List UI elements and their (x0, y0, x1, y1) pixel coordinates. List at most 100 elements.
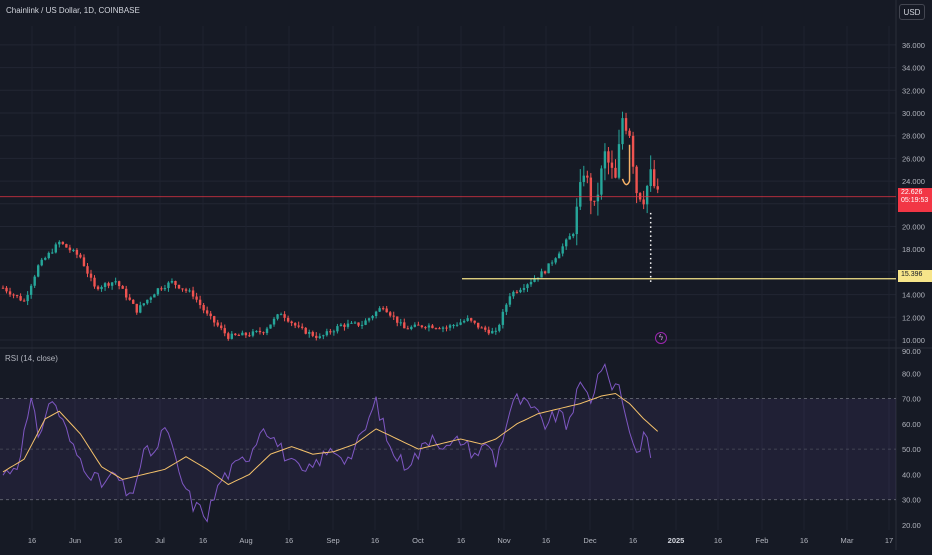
time-tick-label: 16 (28, 536, 36, 545)
candle-body (417, 324, 420, 326)
candle-body (33, 276, 36, 286)
rsi-tick-label: 60.00 (902, 420, 921, 429)
candle-body (403, 322, 406, 329)
price-tick-label: 30.000 (902, 109, 925, 118)
time-tick-label: 16 (714, 536, 722, 545)
candle-body (153, 294, 156, 298)
candle-body (364, 320, 367, 325)
candle-body (540, 271, 543, 278)
last-price-value: 22.626 (901, 189, 923, 196)
candle-body (272, 318, 276, 325)
candle-body (220, 325, 223, 329)
candle-body (438, 328, 441, 330)
candle-body (575, 206, 578, 235)
rsi-tick-label: 70.00 (902, 395, 921, 404)
rsi-tick-label: 30.00 (902, 496, 921, 505)
candle-body (117, 281, 121, 287)
candle-body (96, 286, 100, 290)
candle-body (311, 332, 314, 336)
rsi-tick-label: 20.00 (902, 521, 921, 530)
candle-body (568, 236, 571, 240)
candle-body (29, 285, 33, 295)
time-tick-label: 16 (542, 536, 550, 545)
candle-body (37, 265, 40, 277)
currency-button[interactable]: USD (899, 4, 925, 20)
candle-body (561, 246, 564, 254)
candle-body (188, 290, 191, 292)
countdown-timer: 05:19:53 (901, 197, 929, 204)
candle-body (614, 167, 617, 178)
candle-body (628, 130, 631, 136)
candle-body (19, 296, 22, 301)
candle-body (202, 305, 205, 311)
time-tick-label: Sep (326, 536, 339, 545)
rsi-line (2, 362, 652, 523)
candle-body (125, 288, 128, 298)
candle-body (51, 252, 54, 254)
chart-overlays (0, 144, 896, 285)
candle-body (283, 314, 286, 318)
candle-body (550, 262, 554, 264)
price-tick-label: 24.000 (902, 177, 925, 186)
candle-body (262, 332, 265, 334)
candle-body (103, 283, 107, 287)
candle-body (269, 324, 272, 329)
price-tick-label: 18.000 (902, 245, 925, 254)
time-axis[interactable]: 16 Jun 16 Jul 16 Aug 16 Sep 16 Oct 16 Nov 16 Dec 16 202… (28, 536, 893, 545)
candle-body (645, 186, 649, 205)
time-tick-label: 16 (371, 536, 379, 545)
candle-body (596, 194, 600, 202)
candle-body (547, 263, 550, 274)
candle-body (223, 328, 226, 334)
candle-body (177, 284, 181, 289)
candle-body (533, 278, 536, 282)
candle-body (392, 315, 395, 317)
candle-body (656, 186, 659, 190)
candle-body (209, 313, 212, 317)
candle-body (621, 118, 624, 145)
candle-body (505, 304, 508, 312)
candle-body (441, 327, 445, 329)
candle-body (508, 296, 512, 305)
rsi-indicator-label[interactable]: RSI (14, close) (5, 354, 58, 363)
candle-body (181, 288, 184, 290)
candle-body (68, 247, 72, 251)
candle-body (255, 330, 258, 332)
candle-body (557, 253, 561, 259)
price-tick-label: 34.000 (902, 64, 925, 73)
price-tick-label: 28.000 (902, 132, 925, 141)
candle-body (420, 325, 424, 328)
candle-body (519, 289, 522, 293)
candle-body (413, 324, 417, 327)
candle-body (431, 325, 434, 329)
candle-body (543, 271, 547, 274)
highlight-drawing (621, 144, 631, 186)
chart-title: Chainlink / US Dollar, 1D, COINBASE (6, 6, 140, 15)
candle-body (466, 318, 469, 321)
candle-body (631, 135, 635, 167)
candle-body (424, 327, 427, 329)
last-price-tag: 22.626 05:19:53 (898, 188, 932, 212)
candle-body (399, 322, 402, 324)
candle-body (462, 320, 466, 323)
candle-body (146, 299, 149, 304)
candle-body (110, 282, 114, 286)
candle-body (339, 324, 343, 327)
candle-body (279, 314, 283, 316)
candle-body (582, 175, 585, 183)
price-tick-label: 10.000 (902, 336, 925, 345)
time-tick-label: Nov (497, 536, 511, 545)
candle-body (653, 169, 656, 187)
time-tick-label: Oct (412, 536, 425, 545)
candle-body (410, 326, 413, 330)
rsi-axis[interactable]: 20.00 30.00 40.00 50.00 60.00 70.00 80.00 90.00 (902, 347, 921, 530)
candle-body (22, 300, 26, 302)
candle-body (649, 169, 652, 187)
candle-body (617, 144, 621, 178)
candle-body (346, 323, 350, 327)
candle-body (638, 193, 642, 200)
candle-body (241, 332, 244, 336)
flash-icon[interactable]: ϟ (655, 332, 667, 344)
